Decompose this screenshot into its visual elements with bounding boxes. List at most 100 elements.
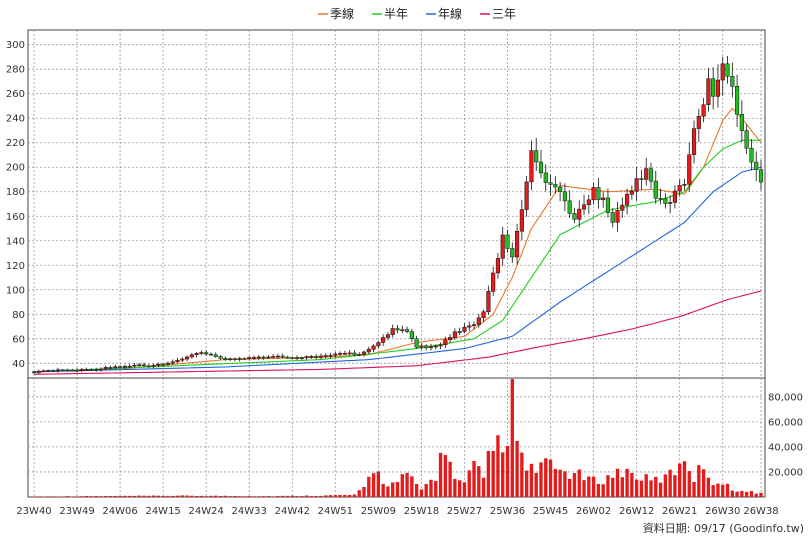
volume-bar	[333, 495, 337, 497]
candle-body	[510, 248, 515, 258]
x-tick-label: 24W06	[102, 506, 137, 517]
candle-body	[342, 353, 347, 355]
price-tick-label: 300	[6, 40, 25, 51]
candle-body	[610, 212, 615, 223]
volume-bar	[127, 495, 132, 497]
candle-body	[758, 169, 764, 183]
volume-bar	[558, 469, 562, 497]
volume-bar	[391, 482, 395, 497]
volume-bar	[319, 495, 323, 497]
volume-bar	[304, 495, 309, 497]
volume-bar	[309, 496, 314, 497]
candle-body	[366, 349, 371, 353]
volume-bar	[740, 491, 744, 497]
volume-bar	[754, 493, 758, 497]
volume-bar	[156, 495, 161, 497]
candle-body	[290, 357, 295, 359]
candle-body	[677, 185, 682, 192]
volume-bar	[496, 435, 500, 497]
volume-bar	[644, 474, 648, 497]
candle-body	[36, 370, 41, 373]
candle-body	[294, 357, 300, 359]
volume-bar	[568, 478, 572, 497]
candle-body	[648, 168, 654, 182]
candle-body	[715, 79, 721, 97]
candle-body	[601, 197, 606, 201]
volume-bar	[725, 483, 730, 497]
candle-body	[113, 366, 118, 368]
volume-bar	[524, 470, 529, 497]
candle-body	[318, 355, 324, 358]
volume-axis: 20,000 40,000 60,000 80,000	[768, 392, 803, 478]
candle-body	[333, 353, 338, 356]
volume-bar	[137, 495, 141, 497]
volume-bar	[237, 496, 242, 497]
candle-body	[247, 357, 252, 359]
volume-bar	[668, 469, 672, 497]
volume-bar	[634, 479, 639, 497]
candle-body	[691, 128, 697, 155]
volume-bar	[553, 469, 558, 497]
volume-bar	[501, 452, 505, 497]
volume-bar	[654, 476, 658, 497]
candle-body	[572, 213, 577, 220]
volume-bar	[410, 476, 414, 497]
sma-line	[33, 290, 762, 375]
candle-body	[41, 370, 46, 373]
candle-body	[381, 337, 386, 343]
volume-bar	[223, 495, 227, 497]
candle-body	[739, 114, 744, 131]
volume-bar	[515, 440, 519, 497]
candle-body	[720, 63, 725, 81]
x-tick-label: 24W15	[145, 506, 180, 517]
candle-body	[94, 369, 99, 371]
candle-body	[323, 355, 328, 357]
volume-bar	[123, 495, 127, 497]
candle-body	[620, 204, 625, 211]
volume-bar	[520, 452, 524, 497]
candle-body	[448, 337, 453, 341]
volume-bar	[658, 482, 663, 497]
volume-bar	[730, 490, 734, 497]
volume-bar	[290, 495, 294, 497]
candle-body	[682, 184, 687, 186]
volume-bar	[678, 463, 682, 497]
volume-bar	[716, 483, 720, 497]
volume-bar	[376, 471, 381, 497]
volume-bar	[161, 495, 165, 497]
volume-bar	[735, 491, 739, 497]
candle-body	[275, 355, 280, 358]
candle-body	[577, 208, 582, 220]
volume-tick-label: 80,000	[768, 392, 803, 403]
volume-bar	[209, 495, 213, 497]
volume-bar	[32, 496, 36, 497]
candle-body	[615, 210, 620, 223]
candle-body	[629, 191, 634, 195]
volume-bar	[104, 495, 108, 497]
volume-bar	[596, 483, 601, 497]
candle-body	[433, 345, 438, 348]
candle-body	[538, 161, 544, 174]
candle-body	[567, 200, 572, 214]
volume-bar	[673, 475, 677, 497]
price-panel-frame	[27, 29, 766, 379]
candle-body	[419, 345, 424, 348]
x-tick-label: 24W33	[232, 506, 267, 517]
candle-body	[395, 328, 400, 331]
candle-body	[271, 356, 276, 358]
volume-bar	[419, 489, 424, 497]
candle-body	[84, 369, 89, 371]
candle-body	[586, 199, 591, 205]
candle-body	[151, 364, 156, 367]
candle-body	[98, 368, 104, 371]
price-tick-label: 120	[6, 261, 25, 272]
candle-body	[314, 356, 319, 358]
candle-body	[199, 352, 204, 354]
candle-body	[553, 184, 558, 188]
volume-bar	[46, 496, 51, 497]
candle-body	[299, 357, 304, 359]
x-tick-label: 25W36	[490, 506, 525, 517]
candle-body	[251, 357, 257, 359]
candle-body	[696, 115, 701, 129]
price-tick-label: 100	[6, 285, 25, 296]
